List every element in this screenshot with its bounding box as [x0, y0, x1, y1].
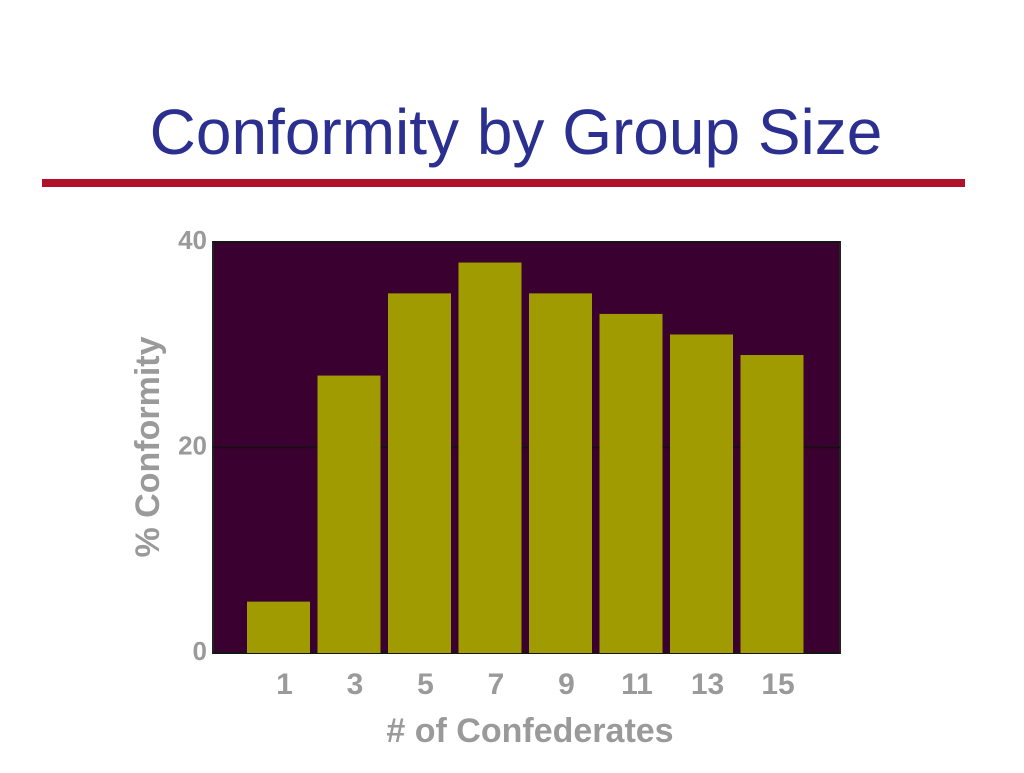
- bar: [599, 313, 663, 653]
- bar: [388, 293, 451, 653]
- y-axis-label: % Conformity: [129, 336, 167, 557]
- x-tick-label: 1: [276, 668, 293, 701]
- bar: [740, 355, 804, 653]
- bar: [670, 334, 733, 653]
- y-tick-label: 20: [178, 430, 207, 460]
- x-tick-label: 5: [417, 668, 434, 701]
- bar: [529, 293, 592, 653]
- bar: [458, 262, 522, 653]
- bar: [317, 375, 381, 653]
- x-tick-label: 13: [691, 668, 724, 701]
- x-tick-label: 7: [488, 668, 505, 701]
- x-tick-label: 11: [621, 668, 653, 701]
- x-tick-label: 15: [761, 668, 794, 701]
- x-axis-label: # of Confederates: [386, 712, 673, 750]
- y-tick-label: 40: [178, 225, 207, 255]
- title-rule: [42, 179, 965, 187]
- x-tick-label: 9: [558, 668, 575, 701]
- slide-title: Conformity by Group Size: [150, 96, 883, 168]
- y-tick-label: 0: [193, 636, 207, 666]
- bar: [247, 601, 310, 653]
- x-tick-label: 3: [347, 668, 364, 701]
